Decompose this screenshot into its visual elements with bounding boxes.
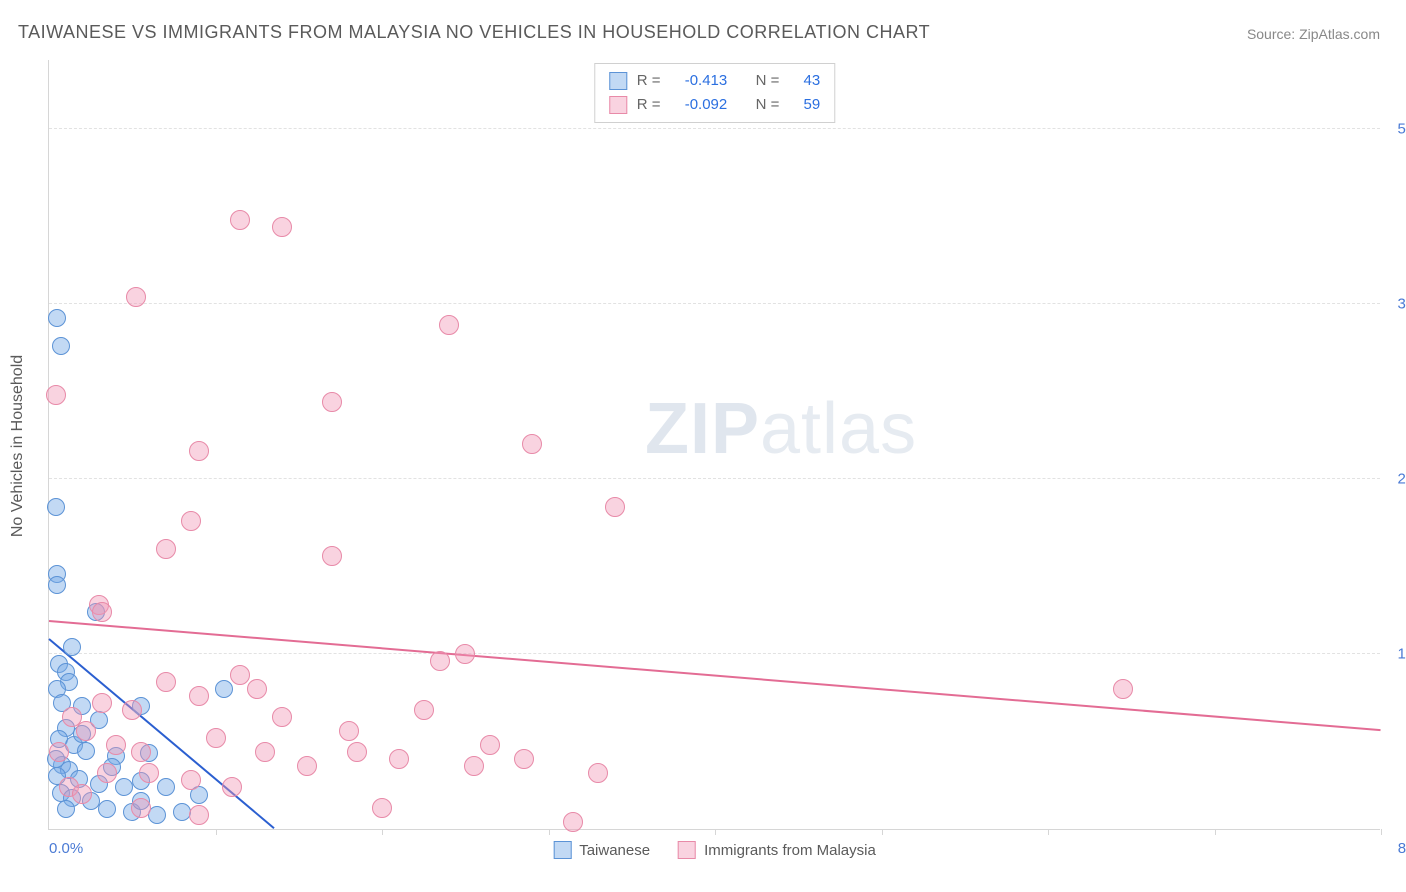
legend-item-a: Taiwanese xyxy=(553,841,650,859)
data-point xyxy=(115,778,133,796)
data-point xyxy=(322,392,342,412)
data-point xyxy=(189,441,209,461)
gridline-h xyxy=(49,128,1380,129)
data-point xyxy=(222,777,242,797)
data-point xyxy=(72,784,92,804)
data-point xyxy=(189,686,209,706)
data-point xyxy=(47,498,65,516)
data-point xyxy=(49,742,69,762)
data-point xyxy=(131,742,151,762)
data-point xyxy=(464,756,484,776)
x-tick-mark xyxy=(382,829,383,835)
data-point xyxy=(48,576,66,594)
data-point xyxy=(92,693,112,713)
data-point xyxy=(455,644,475,664)
data-point xyxy=(57,800,75,818)
y-axis-label: No Vehicles in Household xyxy=(9,355,27,537)
x-tick-mark xyxy=(715,829,716,835)
series-legend: Taiwanese Immigrants from Malaysia xyxy=(553,841,876,859)
y-tick-label: 25.0% xyxy=(1385,471,1406,488)
y-tick-label: 12.5% xyxy=(1385,646,1406,663)
data-point xyxy=(339,721,359,741)
x-tick-max: 8.0% xyxy=(1398,840,1406,857)
data-point xyxy=(106,735,126,755)
data-point xyxy=(439,315,459,335)
data-point xyxy=(522,434,542,454)
legend-row-series-b: R = -0.092 N = 59 xyxy=(609,93,820,117)
data-point xyxy=(156,672,176,692)
data-point xyxy=(181,770,201,790)
watermark: ZIPatlas xyxy=(645,388,917,470)
x-tick-mark xyxy=(549,829,550,835)
plot-area: ZIPatlas R = -0.413 N = 43 R = -0.092 N … xyxy=(48,60,1380,830)
data-point xyxy=(347,742,367,762)
data-point xyxy=(480,735,500,755)
data-point xyxy=(322,546,342,566)
gridline-h xyxy=(49,478,1380,479)
data-point xyxy=(148,806,166,824)
swatch-icon xyxy=(553,841,571,859)
data-point xyxy=(389,749,409,769)
data-point xyxy=(206,728,226,748)
data-point xyxy=(52,337,70,355)
data-point xyxy=(181,511,201,531)
data-point xyxy=(430,651,450,671)
data-point xyxy=(92,602,112,622)
data-point xyxy=(156,539,176,559)
x-tick-mark xyxy=(1048,829,1049,835)
chart-title: TAIWANESE VS IMMIGRANTS FROM MALAYSIA NO… xyxy=(18,22,930,43)
data-point xyxy=(247,679,267,699)
legend-item-b: Immigrants from Malaysia xyxy=(678,841,876,859)
gridline-h xyxy=(49,303,1380,304)
swatch-series-b xyxy=(609,96,627,114)
x-tick-mark xyxy=(882,829,883,835)
data-point xyxy=(48,309,66,327)
data-point xyxy=(255,742,275,762)
legend-row-series-a: R = -0.413 N = 43 xyxy=(609,69,820,93)
data-point xyxy=(605,497,625,517)
data-point xyxy=(139,763,159,783)
y-tick-label: 50.0% xyxy=(1385,121,1406,138)
data-point xyxy=(230,210,250,230)
data-point xyxy=(189,805,209,825)
data-point xyxy=(126,287,146,307)
data-point xyxy=(1113,679,1133,699)
data-point xyxy=(63,638,81,656)
y-tick-label: 37.5% xyxy=(1385,296,1406,313)
source-attribution: Source: ZipAtlas.com xyxy=(1247,26,1380,42)
data-point xyxy=(46,385,66,405)
data-point xyxy=(563,812,583,832)
data-point xyxy=(414,700,434,720)
data-point xyxy=(157,778,175,796)
data-point xyxy=(514,749,534,769)
x-tick-mark xyxy=(216,829,217,835)
data-point xyxy=(215,680,233,698)
x-tick-mark xyxy=(1381,829,1382,835)
data-point xyxy=(272,707,292,727)
gridline-h xyxy=(49,653,1380,654)
data-point xyxy=(372,798,392,818)
swatch-series-a xyxy=(609,72,627,90)
data-point xyxy=(297,756,317,776)
correlation-legend: R = -0.413 N = 43 R = -0.092 N = 59 xyxy=(594,63,835,123)
swatch-icon xyxy=(678,841,696,859)
legend-label: Immigrants from Malaysia xyxy=(704,842,876,859)
data-point xyxy=(230,665,250,685)
data-point xyxy=(272,217,292,237)
data-point xyxy=(131,798,151,818)
x-tick-min: 0.0% xyxy=(49,840,83,857)
x-tick-mark xyxy=(1215,829,1216,835)
data-point xyxy=(76,721,96,741)
legend-label: Taiwanese xyxy=(579,842,650,859)
data-point xyxy=(97,763,117,783)
data-point xyxy=(122,700,142,720)
data-point xyxy=(77,742,95,760)
data-point xyxy=(588,763,608,783)
data-point xyxy=(98,800,116,818)
